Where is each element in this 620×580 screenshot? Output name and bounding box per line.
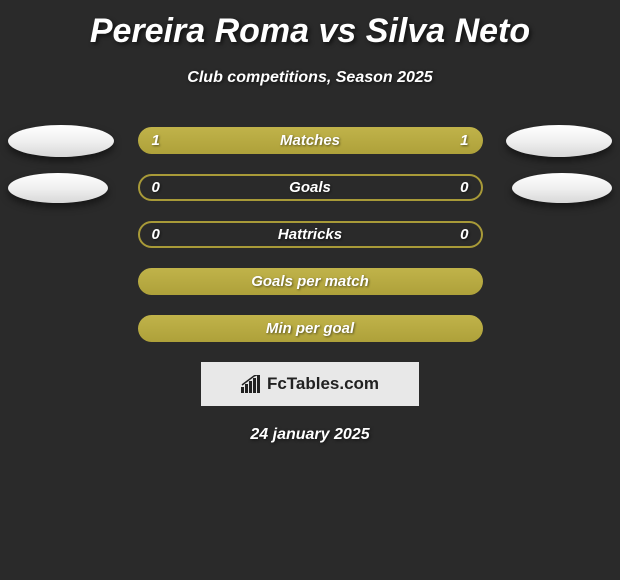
stat-row-goals: 0 Goals 0 bbox=[0, 174, 620, 201]
stat-bar-hattricks: 0 Hattricks 0 bbox=[138, 221, 483, 248]
stats-content: 1 Matches 1 0 Goals 0 0 Hattricks 0 Goal… bbox=[0, 127, 620, 444]
page-title: Pereira Roma vs Silva Neto bbox=[0, 0, 620, 51]
stat-right-value: 0 bbox=[460, 179, 468, 196]
stat-left-value: 0 bbox=[152, 226, 160, 243]
brand-box: FcTables.com bbox=[201, 362, 419, 406]
stat-row-min-per-goal: Min per goal bbox=[0, 315, 620, 342]
stat-label: Goals bbox=[289, 179, 331, 196]
stat-label: Goals per match bbox=[251, 273, 369, 290]
stat-row-goals-per-match: Goals per match bbox=[0, 268, 620, 295]
stat-right-value: 1 bbox=[460, 132, 468, 149]
stat-label: Hattricks bbox=[278, 226, 342, 243]
stat-label: Min per goal bbox=[266, 320, 354, 337]
stat-label: Matches bbox=[280, 132, 340, 149]
stat-left-value: 1 bbox=[152, 132, 160, 149]
date-text: 24 january 2025 bbox=[0, 426, 620, 444]
stat-right-value: 0 bbox=[460, 226, 468, 243]
brand-text: FcTables.com bbox=[267, 374, 379, 394]
stat-row-hattricks: 0 Hattricks 0 bbox=[0, 221, 620, 248]
player-right-avatar bbox=[506, 125, 612, 157]
player-left-avatar-small bbox=[8, 173, 108, 203]
stat-left-value: 0 bbox=[152, 179, 160, 196]
stat-row-matches: 1 Matches 1 bbox=[0, 127, 620, 154]
stat-bar-matches: 1 Matches 1 bbox=[138, 127, 483, 154]
stat-bar-goals: 0 Goals 0 bbox=[138, 174, 483, 201]
subtitle: Club competitions, Season 2025 bbox=[0, 69, 620, 87]
brand-chart-icon bbox=[241, 375, 263, 393]
player-right-avatar-small bbox=[512, 173, 612, 203]
stat-bar-goals-per-match: Goals per match bbox=[138, 268, 483, 295]
player-left-avatar bbox=[8, 125, 114, 157]
stat-bar-min-per-goal: Min per goal bbox=[138, 315, 483, 342]
